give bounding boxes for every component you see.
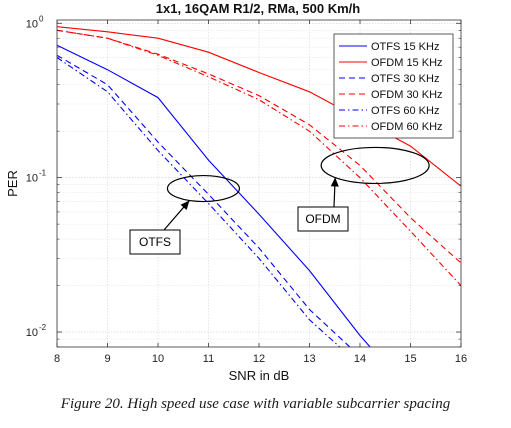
series-line-otfs-60-khz (57, 57, 341, 347)
x-axis-label: SNR in dB (229, 368, 290, 383)
y-axis-label: PER (5, 170, 20, 197)
legend-label: OFDM 60 KHz (371, 121, 443, 133)
ofdm-callout-box (297, 206, 349, 232)
x-axis-ticks: 8 9 10 11 12 13 14 15 16 (54, 20, 467, 365)
x-tick-label: 10 (152, 353, 164, 365)
x-tick-label: 15 (404, 353, 416, 365)
legend-label: OTFS 15 KHz (371, 41, 439, 53)
x-tick-label: 16 (455, 353, 467, 365)
chart-title: 1x1, 16QAM R1/2, RMa, 500 Km/h (156, 1, 361, 16)
figure-caption: Figure 20. High speed use case with vari… (60, 396, 451, 412)
series-line-otfs-15-khz (57, 44, 371, 347)
series-line-ofdm-60-khz (57, 29, 461, 286)
y-tick-exponent: -2 (39, 323, 47, 332)
series-line-otfs-30-khz (57, 54, 351, 347)
otfs-callout-box (129, 229, 181, 255)
plot-series (57, 26, 461, 347)
ofdm-callout-label: OFDM (305, 212, 340, 226)
x-tick-label: 13 (303, 353, 315, 365)
legend-label: OTFS 30 KHz (371, 73, 439, 85)
y-tick-label: 10 (26, 18, 38, 30)
legend-label: OFDM 30 KHz (371, 89, 443, 101)
otfs-arrow-head (180, 200, 190, 210)
legend-label: OTFS 60 KHz (371, 105, 439, 117)
legend-label: OFDM 15 KHz (371, 57, 443, 69)
y-tick-exponent: 0 (39, 14, 44, 23)
ofdm-ellipse (320, 146, 430, 185)
per-vs-snr-chart: 1x1, 16QAM R1/2, RMa, 500 Km/h OTFS OFDM… (5, 1, 468, 383)
series-line-ofdm-30-khz (57, 29, 461, 264)
y-tick-exponent: -1 (39, 169, 47, 178)
legend: OTFS 15 KHz OFDM 15 KHz OTFS 30 KHz OFDM 30… (333, 33, 454, 139)
x-tick-label: 14 (354, 353, 366, 365)
y-tick-label: 10 (26, 327, 38, 339)
annotations: OTFS OFDM (129, 146, 430, 255)
y-tick-label: 10 (26, 173, 38, 185)
x-tick-label: 12 (253, 353, 265, 365)
otfs-callout-label: OTFS (139, 235, 171, 249)
legend-box (333, 33, 454, 139)
x-tick-label: 8 (54, 353, 60, 365)
x-tick-label: 11 (203, 353, 214, 365)
otfs-ellipse (166, 174, 241, 203)
x-tick-label: 9 (104, 353, 110, 365)
ofdm-arrow-head (330, 177, 339, 187)
